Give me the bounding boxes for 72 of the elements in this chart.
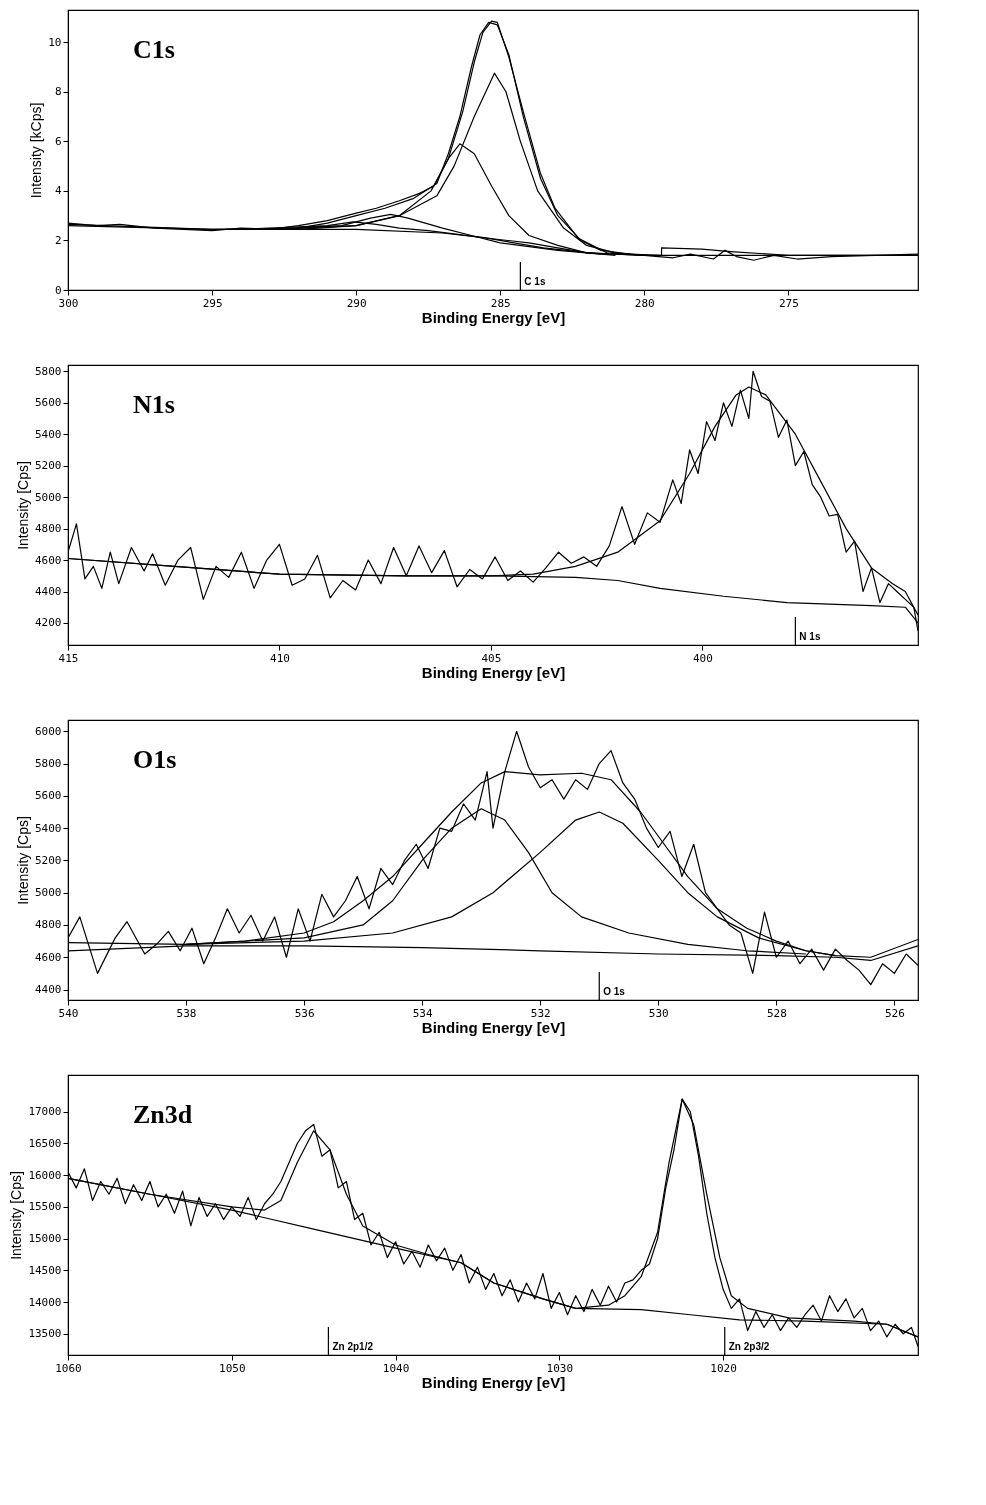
y-tick-label: 5600 bbox=[35, 789, 62, 803]
y-axis-title: Intensity [Cps] bbox=[15, 461, 32, 550]
y-tick-label: 5600 bbox=[35, 396, 62, 410]
x-tick-label: 1020 bbox=[710, 1361, 737, 1375]
text: N1s bbox=[133, 390, 175, 419]
y-tick-label: 5200 bbox=[35, 853, 62, 867]
y-tick-label: 4200 bbox=[35, 616, 62, 630]
text: O1s bbox=[133, 745, 177, 774]
y-tick-label: 14000 bbox=[28, 1295, 62, 1309]
y-tick-label: 15500 bbox=[28, 1200, 62, 1214]
x-tick-label: 538 bbox=[176, 1006, 197, 1020]
y-tick-label: 4800 bbox=[35, 522, 62, 536]
y-tick-label: 5800 bbox=[35, 757, 62, 771]
y-tick-label: 4400 bbox=[35, 585, 62, 599]
y-tick-label: 17000 bbox=[28, 1105, 62, 1119]
x-axis-title: Binding Energy [eV] bbox=[421, 1373, 566, 1391]
x-tick-label: 290 bbox=[346, 296, 367, 310]
text: C1s bbox=[133, 35, 175, 64]
y-tick-label: 4400 bbox=[35, 983, 62, 997]
x-tick-label: 528 bbox=[766, 1006, 787, 1020]
y-tick-label: 6000 bbox=[35, 724, 62, 738]
y-tick-label: 6 bbox=[54, 134, 62, 148]
x-tick-label: 415 bbox=[58, 651, 79, 665]
x-tick-label: 400 bbox=[692, 651, 713, 665]
y-tick-label: 5400 bbox=[35, 427, 62, 441]
y-tick-label: 15000 bbox=[28, 1232, 62, 1246]
ref-line-label: O 1s bbox=[603, 986, 626, 997]
y-axis-title: Intensity [Cps] bbox=[8, 1171, 25, 1260]
x-tick-label: 300 bbox=[58, 296, 79, 310]
y-tick-label: 5000 bbox=[35, 490, 62, 504]
x-tick-label: 526 bbox=[884, 1006, 905, 1020]
x-tick-label: 1050 bbox=[219, 1361, 246, 1375]
x-tick-label: 295 bbox=[202, 296, 223, 310]
x-tick-label: 530 bbox=[648, 1006, 669, 1020]
text: Zn3d bbox=[133, 1100, 193, 1129]
x-tick-label: 285 bbox=[490, 296, 511, 310]
ref-line-label: N 1s bbox=[799, 631, 821, 642]
x-tick-label: 534 bbox=[412, 1006, 433, 1020]
y-tick-label: 13500 bbox=[28, 1327, 62, 1341]
x-axis-title: Binding Energy [eV] bbox=[421, 1018, 566, 1036]
y-tick-label: 4600 bbox=[35, 553, 62, 567]
x-tick-label: 532 bbox=[530, 1006, 551, 1020]
y-axis-title: Intensity [kCps] bbox=[28, 102, 45, 199]
ref-line-label: C 1s bbox=[524, 276, 546, 287]
x-tick-label: 405 bbox=[481, 651, 502, 665]
y-tick-label: 4 bbox=[54, 184, 62, 198]
y-tick-label: 5000 bbox=[35, 886, 62, 900]
x-tick-label: 410 bbox=[270, 651, 290, 665]
x-tick-label: 1060 bbox=[55, 1361, 82, 1375]
y-tick-label: 8 bbox=[54, 85, 62, 99]
y-tick-label: 5800 bbox=[35, 364, 62, 378]
y-axis-title: Intensity [Cps] bbox=[15, 816, 32, 905]
x-tick-label: 536 bbox=[294, 1006, 315, 1020]
x-tick-label: 280 bbox=[634, 296, 655, 310]
y-tick-label: 2 bbox=[54, 233, 62, 247]
y-tick-label: 4800 bbox=[35, 918, 62, 932]
x-tick-label: 1030 bbox=[546, 1361, 574, 1375]
x-axis-title: Binding Energy [eV] bbox=[421, 308, 566, 326]
y-tick-label: 4600 bbox=[35, 950, 62, 964]
x-tick-label: 540 bbox=[58, 1006, 79, 1020]
x-axis-title: Binding Energy [eV] bbox=[421, 663, 566, 681]
y-tick-label: 16500 bbox=[28, 1136, 62, 1150]
y-tick-label: 14500 bbox=[28, 1263, 62, 1277]
x-tick-label: 1040 bbox=[382, 1361, 410, 1375]
ref-line-label: Zn 2p3/2 bbox=[728, 1341, 770, 1352]
y-tick-label: 5400 bbox=[35, 821, 62, 835]
y-tick-label: 16000 bbox=[28, 1168, 62, 1182]
ref-line-label: Zn 2p1/2 bbox=[332, 1341, 374, 1352]
y-tick-label: 0 bbox=[54, 283, 62, 297]
x-tick-label: 275 bbox=[778, 296, 799, 310]
y-tick-label: 10 bbox=[48, 35, 62, 49]
y-tick-label: 5200 bbox=[35, 459, 62, 473]
